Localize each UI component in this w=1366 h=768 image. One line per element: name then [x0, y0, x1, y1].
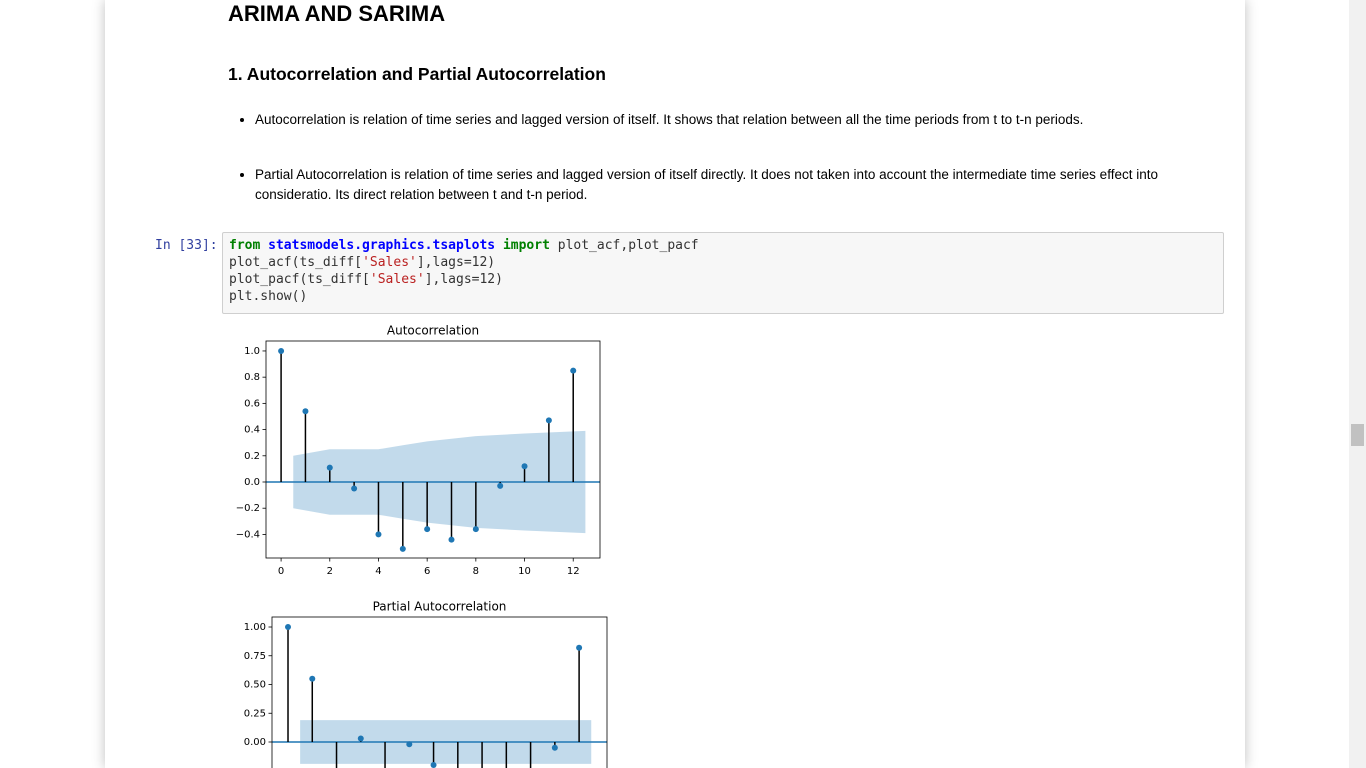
stem-marker — [430, 762, 437, 768]
y-tick-label: 0.4 — [244, 425, 260, 436]
code-token: 'Sales' — [362, 255, 417, 270]
code-line: from statsmodels.graphics.tsaplots impor… — [229, 237, 1223, 254]
stem-marker — [424, 526, 431, 533]
bullet: Autocorrelation is relation of time seri… — [255, 110, 1215, 130]
y-tick-label: −0.2 — [236, 503, 260, 514]
y-tick-label: 0.8 — [244, 372, 260, 383]
y-tick-label: 0.6 — [244, 398, 260, 409]
stem-marker — [406, 741, 413, 748]
y-tick-label: 0.00 — [244, 737, 266, 748]
stem-marker — [570, 367, 577, 374]
stem-marker — [278, 347, 285, 354]
stem-marker — [521, 463, 528, 470]
x-tick-label: 6 — [424, 566, 430, 577]
stem-marker — [472, 526, 479, 533]
x-tick-label: 10 — [518, 566, 531, 577]
stem-marker — [326, 464, 333, 471]
bullet-list: Autocorrelation is relation of time seri… — [255, 110, 1215, 240]
code-token: import — [502, 238, 550, 253]
x-tick-label: 0 — [278, 566, 284, 577]
code-token: ],lags=12) — [416, 255, 496, 270]
code-token: plot_acf,plot_pacf — [549, 238, 699, 253]
stem-marker — [497, 482, 504, 489]
scrollbar[interactable] — [1349, 0, 1366, 768]
code-line: plot_acf(ts_diff['Sales'],lags=12) — [229, 254, 1223, 271]
x-tick-label: 4 — [375, 566, 381, 577]
y-tick-label: 0.0 — [244, 477, 260, 488]
stem-marker — [357, 735, 364, 742]
code-token: plt.show() — [229, 289, 308, 304]
stem-marker — [545, 417, 552, 424]
code-token: statsmodels.graphics.tsaplots — [268, 238, 496, 253]
code-token: plot_pacf(ts_diff[ — [229, 272, 370, 287]
bullet: Partial Autocorrelation is relation of t… — [255, 165, 1215, 205]
y-tick-label: −0.4 — [236, 529, 260, 540]
chart-title: Partial Autocorrelation — [373, 600, 507, 614]
stem-marker — [309, 675, 316, 682]
y-tick-label: 0.75 — [244, 651, 266, 662]
y-tick-label: 0.50 — [244, 680, 266, 691]
cell-prompt: In [33]: — [155, 238, 218, 253]
code-token: from — [229, 238, 261, 253]
y-tick-label: 1.0 — [244, 346, 260, 357]
code-line: plot_pacf(ts_diff['Sales'],lags=12) — [229, 271, 1223, 288]
code-line: plt.show() — [229, 288, 1223, 305]
subheading: 1. Autocorrelation and Partial Autocorre… — [228, 64, 606, 84]
code-token: ],lags=12) — [424, 272, 503, 287]
chart-title: Autocorrelation — [387, 324, 479, 338]
code-cell[interactable]: from statsmodels.graphics.tsaplots impor… — [222, 232, 1224, 314]
y-tick-label: 0.25 — [244, 708, 266, 719]
code-token: 'Sales' — [369, 272, 425, 287]
stem-marker — [448, 536, 455, 543]
stem-marker — [351, 485, 358, 492]
x-tick-label: 12 — [567, 566, 580, 577]
stem-marker — [576, 644, 583, 651]
stem-marker — [285, 624, 292, 631]
scrollbar-thumb[interactable] — [1351, 424, 1364, 446]
x-tick-label: 8 — [473, 566, 479, 577]
stem-marker — [551, 744, 558, 751]
y-tick-label: 1.00 — [244, 622, 266, 633]
x-tick-label: 2 — [327, 566, 333, 577]
stem-marker — [399, 545, 406, 552]
plot-frame — [265, 340, 601, 559]
y-tick-label: 0.2 — [244, 451, 260, 462]
notebook — [105, 0, 1245, 768]
heading: ARIMA AND SARIMA — [228, 1, 446, 26]
plot-frame — [271, 616, 608, 768]
stem-marker — [302, 408, 309, 415]
stem-marker — [375, 531, 382, 538]
code-token: plot_acf(ts_diff[ — [229, 255, 363, 270]
